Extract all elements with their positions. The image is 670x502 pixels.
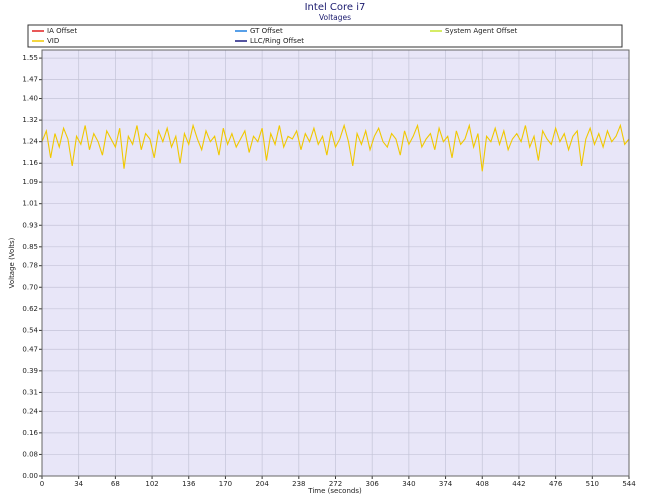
x-tick-label: 170	[219, 480, 232, 488]
x-tick-label: 306	[366, 480, 380, 488]
y-tick-label: 1.32	[22, 116, 38, 124]
y-tick-label: 0.08	[22, 450, 38, 458]
legend-label: VID	[47, 37, 59, 45]
y-tick-label: 1.09	[22, 178, 38, 186]
legend-label: LLC/Ring Offset	[250, 37, 304, 45]
x-tick-label: 204	[255, 480, 269, 488]
y-axis-label: Voltage (Volts)	[8, 237, 16, 288]
y-tick-label: 0.24	[22, 407, 38, 415]
y-tick-label: 0.85	[22, 243, 38, 251]
x-tick-label: 374	[439, 480, 453, 488]
legend-label: System Agent Offset	[445, 27, 518, 35]
x-tick-label: 544	[622, 480, 636, 488]
x-tick-label: 68	[111, 480, 120, 488]
y-tick-label: 0.39	[22, 367, 38, 375]
y-tick-label: 1.24	[22, 138, 38, 146]
x-tick-label: 238	[292, 480, 305, 488]
y-tick-label: 0.78	[22, 262, 38, 270]
x-tick-label: 102	[145, 480, 158, 488]
x-tick-label: 0	[40, 480, 44, 488]
x-axis-label: Time (seconds)	[307, 487, 362, 495]
x-tick-label: 408	[476, 480, 489, 488]
y-tick-label: 0.70	[22, 283, 38, 291]
y-tick-label: 1.16	[22, 159, 38, 167]
y-tick-label: 1.55	[22, 54, 38, 62]
chart-subtitle: Voltages	[319, 13, 351, 22]
y-tick-label: 0.16	[22, 429, 38, 437]
plot-border	[41, 49, 630, 477]
y-tick-label: 1.40	[22, 95, 38, 103]
series-line	[41, 123, 630, 172]
x-tick-label: 510	[586, 480, 599, 488]
y-tick-label: 0.00	[22, 472, 38, 480]
legend-label: IA Offset	[47, 27, 77, 35]
y-tick-label: 0.62	[22, 305, 38, 313]
x-tick-label: 476	[549, 480, 563, 488]
y-tick-label: 1.01	[22, 200, 38, 208]
x-tick-label: 340	[402, 480, 415, 488]
x-tick-label: 34	[74, 480, 83, 488]
chart-title: Intel Core i7	[305, 2, 366, 13]
y-tick-label: 0.31	[22, 388, 38, 396]
y-tick-label: 0.93	[22, 221, 38, 229]
x-tick-label: 442	[512, 480, 525, 488]
legend-label: GT Offset	[250, 27, 283, 35]
x-tick-label: 272	[329, 480, 342, 488]
y-tick-label: 1.47	[22, 76, 38, 84]
y-tick-label: 0.47	[22, 345, 38, 353]
legend-box	[27, 24, 623, 48]
x-tick-label: 136	[182, 480, 196, 488]
y-tick-label: 0.54	[22, 326, 38, 334]
